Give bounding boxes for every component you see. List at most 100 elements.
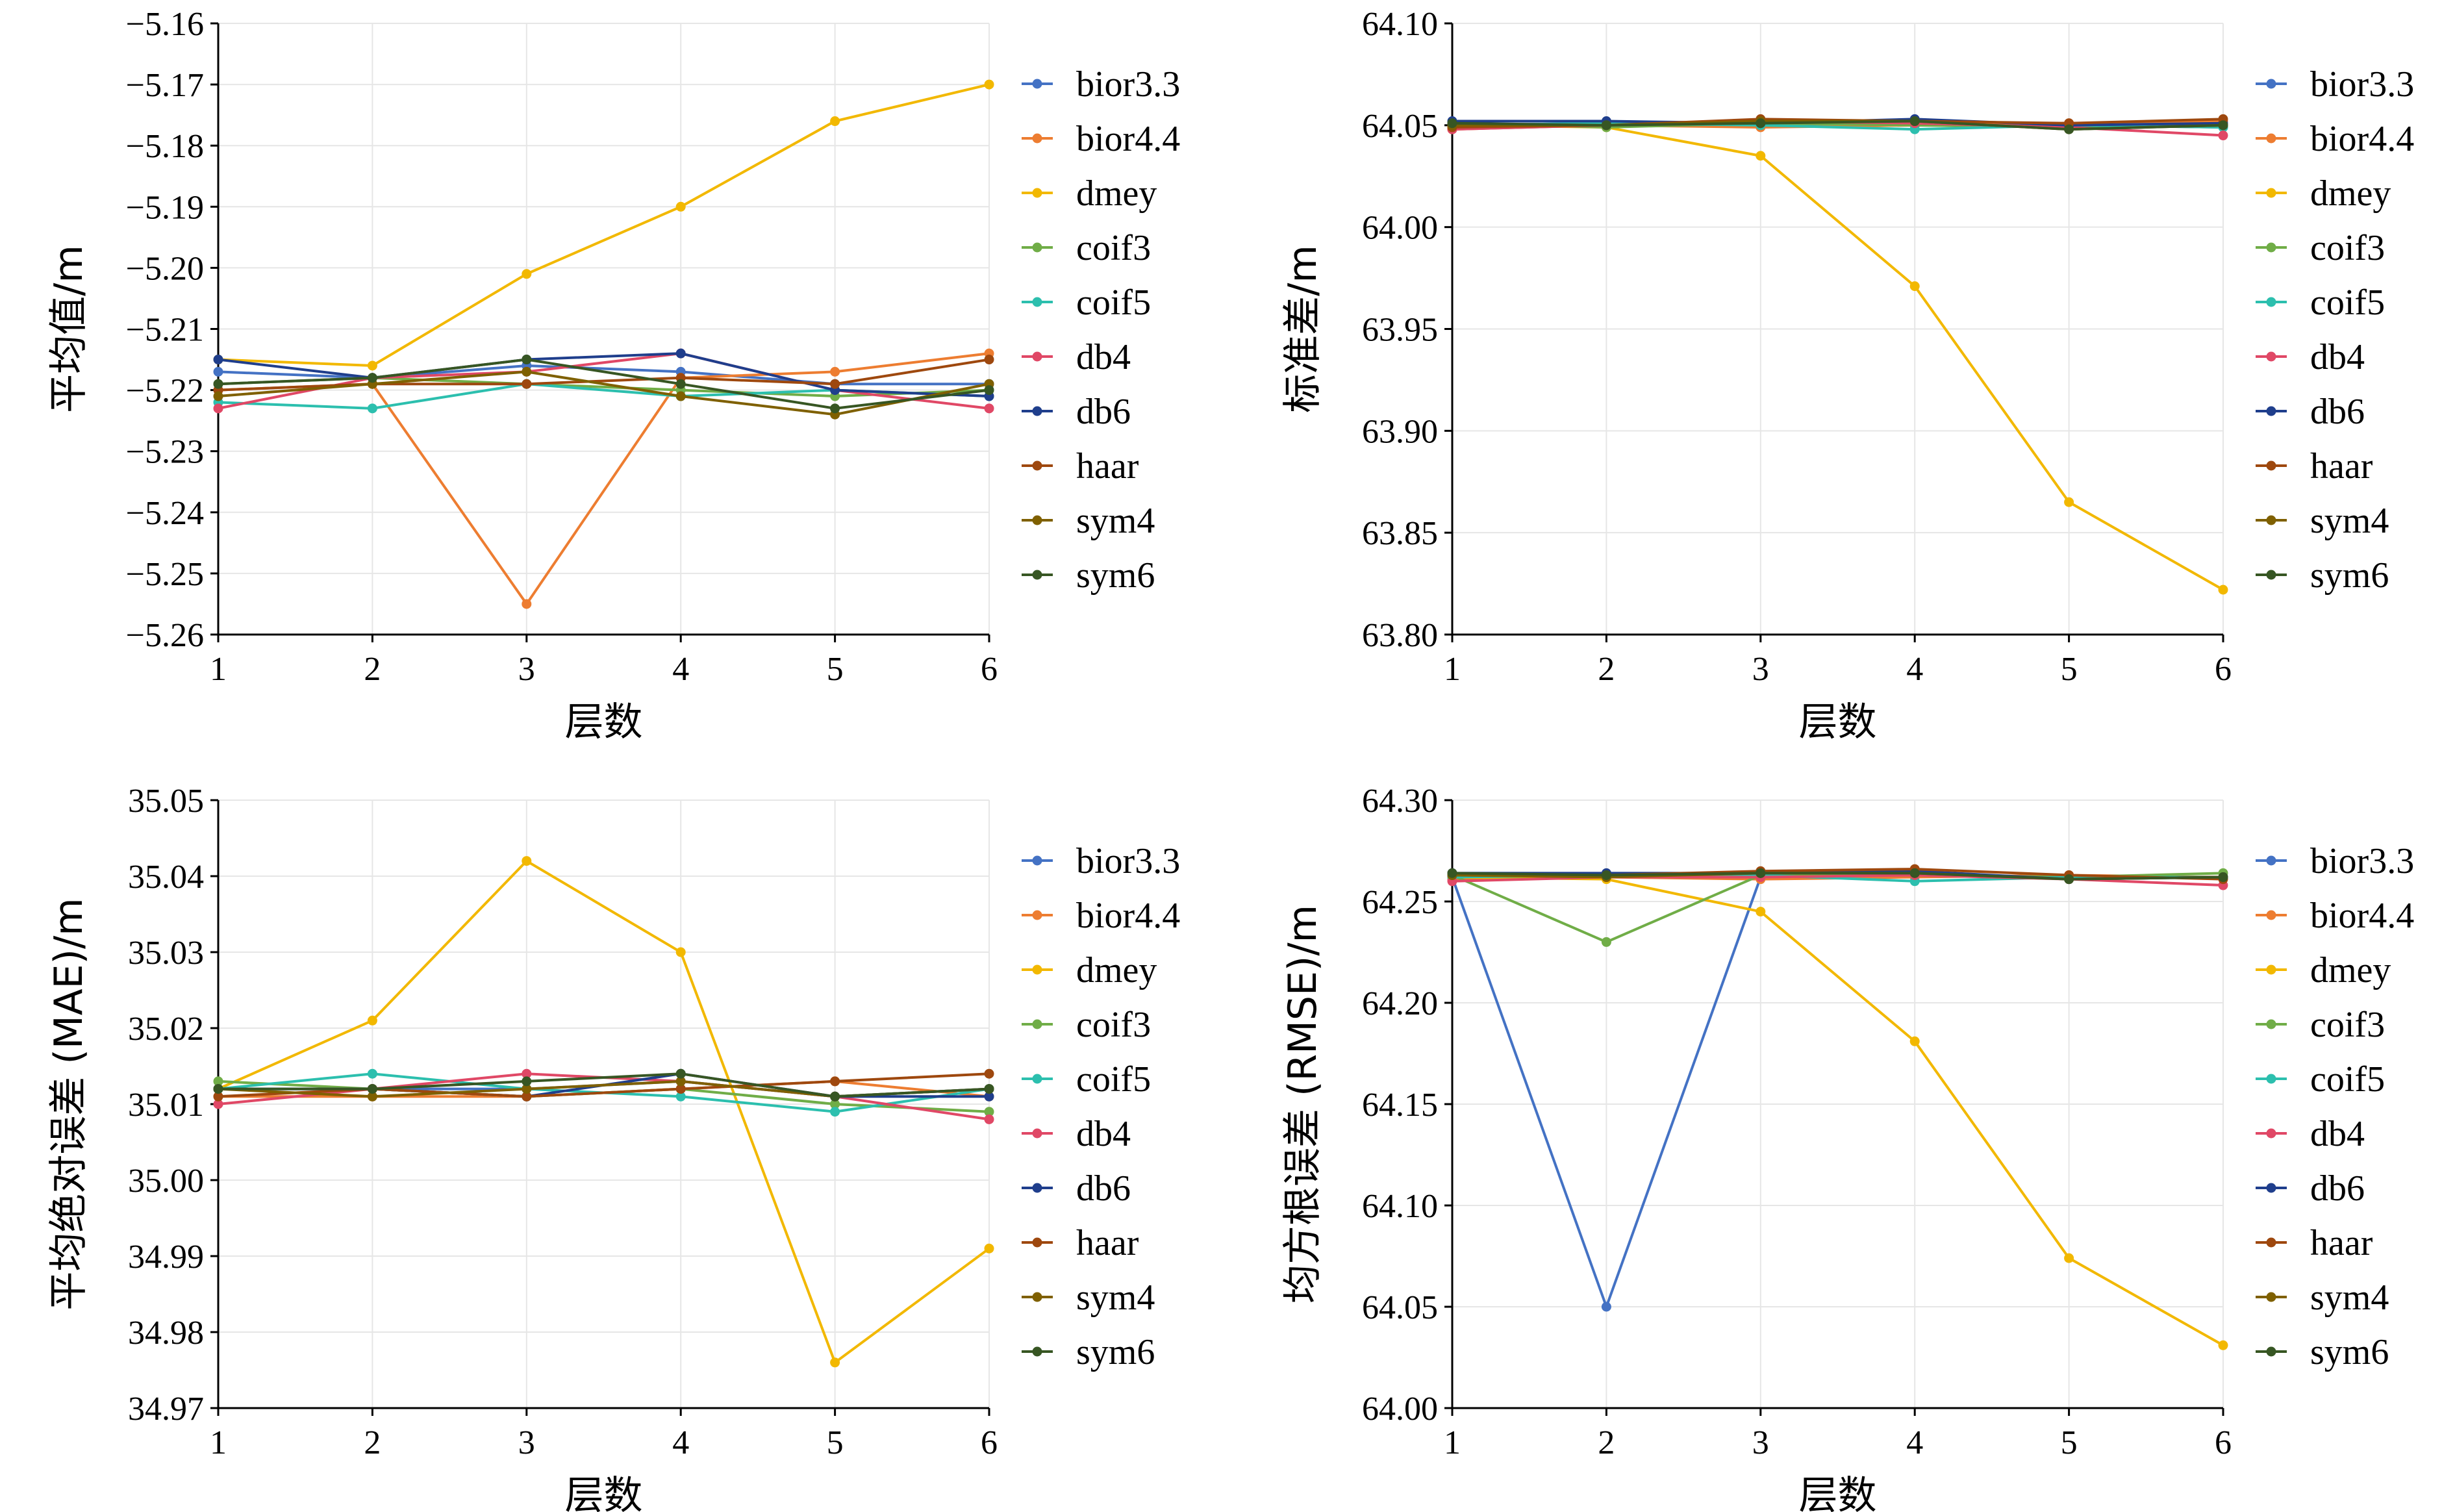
x-tick-label: 3 xyxy=(1752,1424,1769,1461)
series-line xyxy=(218,83,990,367)
x-tick-label: 2 xyxy=(1598,651,1615,688)
legend-swatch-marker xyxy=(2266,910,2276,920)
y-tick-label: −5.23 xyxy=(126,434,204,471)
data-point xyxy=(522,856,532,866)
x-tick-label: 2 xyxy=(364,651,381,688)
data-point xyxy=(2218,872,2228,883)
series-sym6 xyxy=(1447,868,2228,885)
x-tick-label: 1 xyxy=(1444,1424,1461,1461)
data-point xyxy=(830,366,840,377)
legend-item: sym6 xyxy=(2256,555,2389,596)
y-axis-title: 平均值/m xyxy=(46,245,92,413)
data-point xyxy=(2218,120,2228,131)
legend-label: bior4.4 xyxy=(2310,896,2414,936)
x-tick-label: 5 xyxy=(827,1424,844,1461)
data-point xyxy=(984,1068,994,1079)
legend-swatch-marker xyxy=(1032,515,1042,525)
legend-item: db6 xyxy=(1022,1168,1131,1209)
data-point xyxy=(522,366,532,377)
y-axis-title: 均方根误差 (RMSE)/m xyxy=(1280,905,1326,1304)
y-axis-title: 平均绝对误差 (MAE)/m xyxy=(46,898,92,1310)
series-dmey xyxy=(1447,120,2228,595)
y-tick-label: 64.10 xyxy=(1362,6,1438,43)
legend-item: haar xyxy=(2256,446,2373,486)
x-tick-label: 3 xyxy=(518,651,535,688)
data-point xyxy=(2064,124,2074,134)
legend-swatch-marker xyxy=(1032,406,1042,416)
legend-item: db4 xyxy=(1022,337,1131,377)
data-point xyxy=(213,1076,223,1087)
legend-item: coif3 xyxy=(2256,1005,2385,1045)
data-point xyxy=(213,1084,223,1094)
y-tick-label: −5.19 xyxy=(126,189,204,226)
legend-item: bior4.4 xyxy=(1022,896,1180,936)
legend-swatch-marker xyxy=(1032,1019,1042,1029)
series-line xyxy=(1451,874,2223,1311)
x-axis-title: 层数 xyxy=(1799,1473,1877,1512)
data-point xyxy=(1909,281,1920,292)
legend-swatch-marker xyxy=(2266,1074,2276,1084)
legend-item: db4 xyxy=(2256,337,2365,377)
data-point xyxy=(830,1099,840,1109)
data-point xyxy=(2218,131,2228,141)
data-point xyxy=(1447,868,1457,878)
x-tick-label: 2 xyxy=(1598,1424,1615,1461)
legend-item: coif5 xyxy=(1022,1059,1151,1100)
data-point xyxy=(984,1084,994,1094)
x-tick-label: 6 xyxy=(2215,651,2232,688)
data-point xyxy=(830,403,840,414)
x-tick-label: 1 xyxy=(210,1424,227,1461)
data-point xyxy=(984,1243,994,1254)
legend-item: sym4 xyxy=(1022,1278,1155,1318)
legend-label: haar xyxy=(1076,446,1139,486)
legend-swatch-marker xyxy=(2266,570,2276,580)
legend-swatch-marker xyxy=(2266,1019,2276,1029)
y-tick-label: −5.20 xyxy=(126,250,204,287)
series-sym4 xyxy=(213,366,994,420)
y-tick-label: −5.21 xyxy=(126,312,204,349)
legend-label: coif3 xyxy=(1076,228,1151,268)
legend-item: bior3.3 xyxy=(1022,841,1180,881)
legend-label: bior3.3 xyxy=(1076,841,1180,881)
x-tick-label: 6 xyxy=(2215,1424,2232,1461)
legend-swatch-marker xyxy=(2266,1237,2276,1248)
y-tick-label: −5.24 xyxy=(126,495,204,532)
data-point xyxy=(522,1084,532,1094)
data-point xyxy=(2064,497,2074,507)
y-tick-label: 64.20 xyxy=(1362,985,1438,1022)
y-tick-label: 64.30 xyxy=(1362,783,1438,820)
x-tick-label: 3 xyxy=(1752,651,1769,688)
series-line xyxy=(218,352,990,398)
x-tick-label: 1 xyxy=(1444,651,1461,688)
data-point xyxy=(2064,874,2074,885)
series-dmey xyxy=(213,856,994,1368)
y-tick-label: 63.80 xyxy=(1362,617,1438,654)
legend-swatch-marker xyxy=(2266,460,2276,471)
legend-label: bior3.3 xyxy=(2310,841,2414,881)
data-point xyxy=(830,116,840,127)
legend-label: haar xyxy=(2310,1223,2373,1263)
y-tick-label: 63.85 xyxy=(1362,515,1438,552)
legend-item: dmey xyxy=(1022,173,1157,214)
legend-item: coif5 xyxy=(2256,283,2385,323)
y-tick-label: −5.25 xyxy=(126,556,204,593)
legend-label: dmey xyxy=(1076,950,1157,990)
x-axis-title: 层数 xyxy=(1799,699,1877,745)
legend-swatch-marker xyxy=(1032,133,1042,144)
series-line xyxy=(218,859,990,1365)
series-db6 xyxy=(213,348,994,401)
x-tick-label: 5 xyxy=(2061,1424,2078,1461)
legend-swatch-marker xyxy=(1032,1128,1042,1139)
x-axis-title: 层数 xyxy=(565,699,643,745)
legend-label: bior3.3 xyxy=(2310,64,2414,105)
legend-item: bior4.4 xyxy=(2256,119,2414,159)
y-tick-label: 64.05 xyxy=(1362,108,1438,145)
data-point xyxy=(830,1107,840,1117)
data-point xyxy=(367,1084,377,1094)
legend-item: dmey xyxy=(1022,950,1157,990)
legend-item: bior3.3 xyxy=(2256,64,2414,105)
y-axis-title: 标准差/m xyxy=(1280,245,1326,413)
legend-item: db4 xyxy=(1022,1114,1131,1154)
series-line xyxy=(218,364,989,386)
data-point xyxy=(1601,937,1611,947)
